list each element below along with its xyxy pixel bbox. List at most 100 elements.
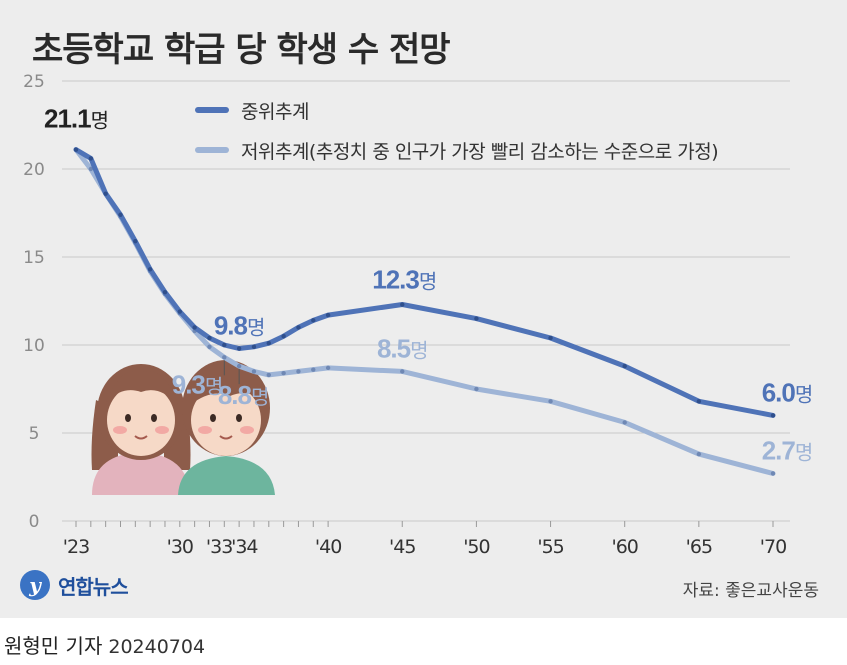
y-tick-label: 5 bbox=[29, 424, 40, 444]
data-label: 8.5명 bbox=[377, 333, 428, 363]
series-layer bbox=[73, 147, 776, 476]
y-tick-label: 0 bbox=[29, 512, 40, 532]
data-label-unit: 명 bbox=[795, 441, 812, 464]
legend-label-low: 저위추계(추정치 중 인구가 가장 빨리 감소하는 수준으로 가정) bbox=[241, 140, 719, 163]
series-point-1 bbox=[400, 369, 405, 374]
x-tick-label: '60 bbox=[611, 536, 637, 558]
x-tick-label: '50 bbox=[463, 536, 489, 558]
x-tick-label: '70 bbox=[760, 536, 786, 558]
series-point-0 bbox=[311, 318, 316, 323]
series-point-0 bbox=[118, 212, 123, 217]
series-point-0 bbox=[281, 334, 286, 339]
series-point-1 bbox=[281, 370, 286, 376]
x-tick-label: '40 bbox=[315, 536, 341, 558]
logo-mark-icon: y bbox=[20, 570, 50, 600]
y-tick-label: 15 bbox=[23, 248, 45, 268]
data-label-unit: 명 bbox=[247, 317, 264, 340]
x-tick-label: '34 bbox=[231, 536, 258, 558]
series-point-1 bbox=[311, 367, 316, 372]
data-label-unit: 명 bbox=[91, 110, 108, 133]
legend-item-low: 저위추계(추정치 중 인구가 가장 빨리 감소하는 수준으로 가정) bbox=[195, 130, 719, 170]
series-point-1 bbox=[222, 355, 227, 360]
series-point-0 bbox=[400, 302, 405, 307]
legend-swatch-low bbox=[195, 147, 229, 153]
series-point-1 bbox=[474, 386, 479, 392]
data-label-unit: 명 bbox=[419, 271, 436, 294]
y-tick-label: 20 bbox=[23, 160, 45, 180]
series-point-1 bbox=[251, 369, 257, 374]
series-point-0 bbox=[103, 191, 108, 196]
source-note: 자료: 좋은교사운동 bbox=[682, 581, 819, 601]
series-point-0 bbox=[296, 325, 301, 330]
data-label-value: 2.7 bbox=[762, 435, 796, 465]
data-label-value: 21.1 bbox=[44, 104, 91, 134]
chart-title: 초등학교 학급 당 학생 수 전망 bbox=[32, 30, 451, 70]
data-label-value: 9.8 bbox=[214, 311, 248, 341]
series-point-0 bbox=[88, 156, 94, 161]
series-point-1 bbox=[88, 166, 94, 172]
data-label-value: 8.8 bbox=[218, 380, 252, 410]
series-point-1 bbox=[207, 344, 212, 349]
series-point-0 bbox=[236, 346, 242, 351]
series-line-0 bbox=[73, 147, 776, 418]
legend-item-median: 중위추계 bbox=[195, 90, 718, 130]
data-label-unit: 명 bbox=[795, 383, 812, 406]
data-label-unit: 명 bbox=[205, 375, 222, 398]
logo-text: 연합뉴스 bbox=[58, 574, 129, 599]
series-point-0 bbox=[73, 147, 79, 152]
series-point-0 bbox=[251, 344, 257, 349]
data-label-value: 12.3 bbox=[372, 265, 419, 295]
series-point-1 bbox=[696, 451, 702, 457]
data-label: 8.8명 bbox=[218, 380, 269, 410]
series-point-0 bbox=[770, 413, 776, 418]
data-label: 12.3명 bbox=[372, 265, 436, 295]
x-tick-label: '23 bbox=[63, 536, 89, 558]
series-point-1 bbox=[770, 471, 776, 476]
byline-date: 20240704 bbox=[108, 636, 206, 658]
series-point-0 bbox=[162, 290, 168, 295]
byline-name: 원형민 기자 bbox=[4, 634, 103, 658]
series-point-0 bbox=[133, 238, 138, 244]
series-point-0 bbox=[325, 312, 331, 318]
data-label-value: 9.3 bbox=[172, 369, 206, 399]
x-tick-label: '55 bbox=[537, 536, 563, 558]
data-label: 6.0명 bbox=[762, 377, 813, 407]
data-label-value: 8.5 bbox=[377, 333, 411, 363]
byline: 원형민 기자 20240704 bbox=[4, 630, 205, 659]
series-point-0 bbox=[622, 363, 627, 369]
x-tick-label: '33 bbox=[206, 536, 232, 558]
y-tick-label: 10 bbox=[23, 336, 45, 356]
y-tick-label: 25 bbox=[23, 72, 45, 92]
yonhap-logo: y 연합뉴스 bbox=[20, 570, 129, 600]
series-point-1 bbox=[236, 363, 242, 369]
x-tick-label: '30 bbox=[167, 536, 193, 558]
legend-swatch-median bbox=[195, 107, 229, 113]
series-point-0 bbox=[192, 325, 197, 330]
series-point-0 bbox=[474, 316, 479, 321]
series-point-1 bbox=[325, 365, 331, 371]
boy-illustration bbox=[178, 360, 275, 495]
series-point-0 bbox=[207, 335, 212, 341]
data-label: 2.7명 bbox=[762, 435, 813, 465]
data-label-unit: 명 bbox=[410, 339, 427, 362]
series-point-0 bbox=[548, 335, 553, 341]
legend: 중위추계 저위추계(추정치 중 인구가 가장 빨리 감소하는 수준으로 가정) bbox=[195, 90, 719, 170]
series-point-0 bbox=[696, 399, 702, 404]
children-illustration bbox=[91, 360, 275, 495]
grid-layer: 0 5 10 15 20 25 '23 '30 '33'34 '40 '45 '50 '55 '60 '65… bbox=[23, 72, 790, 558]
data-label-value: 6.0 bbox=[762, 377, 796, 407]
series-point-1 bbox=[548, 399, 553, 404]
line-chart: 0 5 10 15 20 25 '23 '30 '33'34 '40 '45 '50 '55 '60 '65… bbox=[23, 72, 813, 558]
data-label: 9.3명 bbox=[172, 369, 223, 399]
series-point-0 bbox=[177, 309, 183, 314]
series-point-1 bbox=[622, 420, 627, 425]
data-label-unit: 명 bbox=[251, 386, 268, 409]
data-label: 9.8명 bbox=[214, 311, 265, 341]
series-point-0 bbox=[222, 342, 227, 348]
series-point-0 bbox=[266, 341, 271, 346]
series-point-0 bbox=[147, 267, 153, 272]
x-tick-label: '45 bbox=[389, 536, 415, 558]
data-label: 21.1명 bbox=[44, 104, 108, 134]
series-point-1 bbox=[296, 369, 301, 374]
